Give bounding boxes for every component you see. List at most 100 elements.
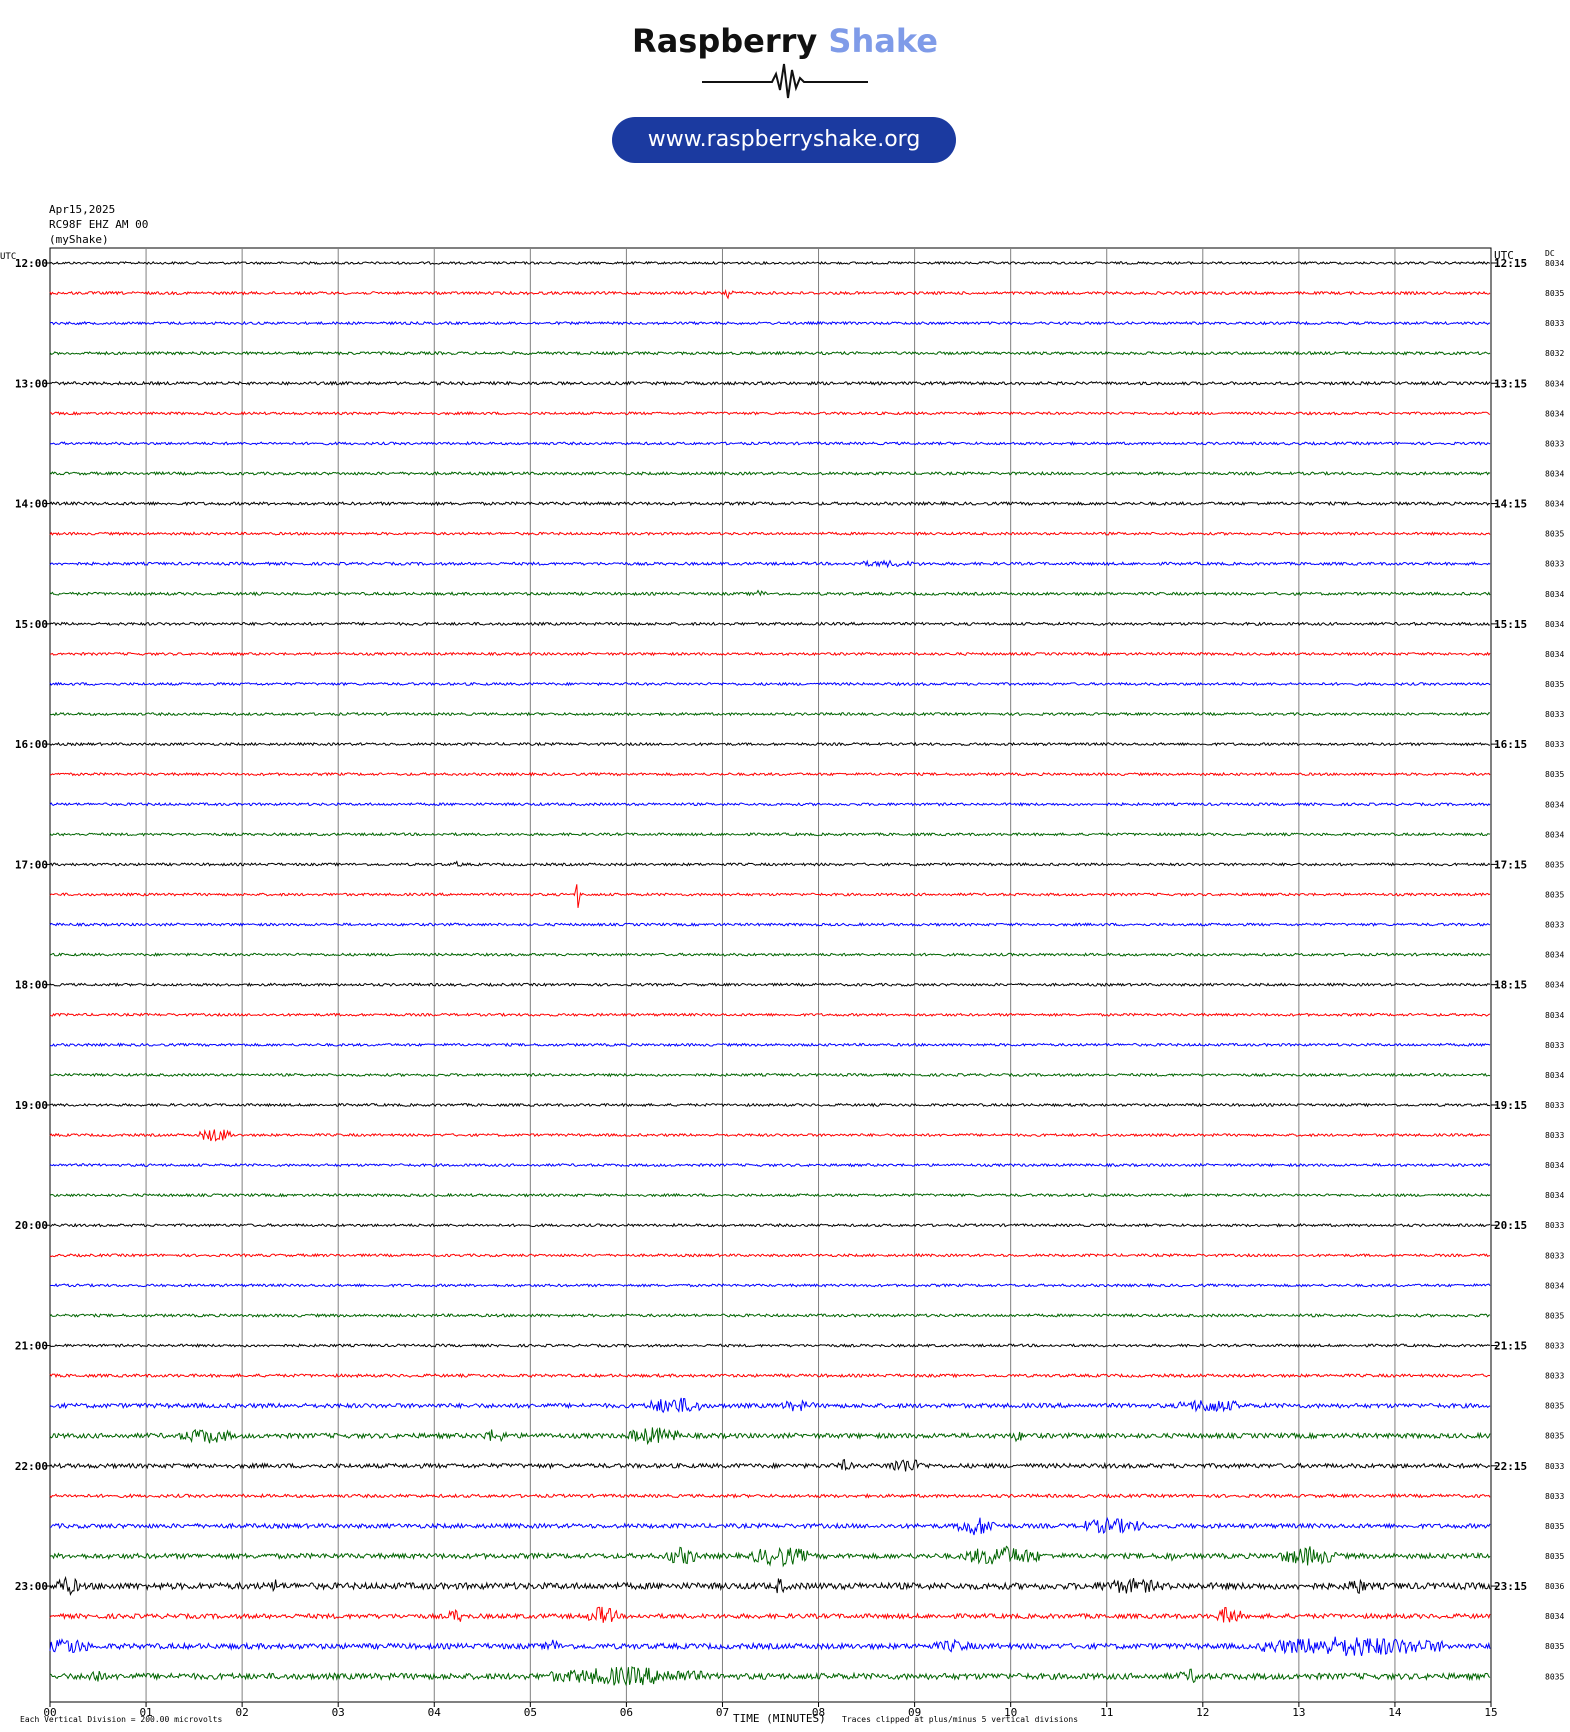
dc-value-label: 8034 [1545, 590, 1564, 599]
trace-10 [49, 559, 1491, 569]
clip-note: Traces clipped at plus/minus 5 vertical … [842, 1715, 1078, 1724]
website-link[interactable]: www.raspberryshake.org [612, 117, 956, 163]
dc-value-label: 8034 [1545, 981, 1564, 990]
trace-27 [49, 1072, 1491, 1078]
right-hour-label: 19:15 [1494, 1099, 1527, 1112]
dc-value-label: 8034 [1545, 409, 1564, 418]
trace-38 [49, 1397, 1491, 1414]
trace-6 [49, 440, 1491, 446]
dc-value-label: 8034 [1545, 830, 1564, 839]
trace-23 [49, 952, 1491, 957]
trace-11 [49, 589, 1491, 597]
trace-16 [49, 741, 1491, 747]
division-note: Each Vertical Division = 200.00 microvol… [20, 1715, 222, 1724]
trace-47 [49, 1665, 1491, 1687]
trace-33 [49, 1252, 1491, 1258]
dc-value-label: 8033 [1545, 1041, 1564, 1050]
dc-value-label: 8035 [1545, 1432, 1564, 1441]
right-hour-label: 23:15 [1494, 1580, 1527, 1593]
right-utc-label: UTC [1494, 249, 1514, 262]
left-hour-label: 23:00 [15, 1580, 48, 1593]
dc-value-label: 8033 [1545, 1372, 1564, 1381]
trace-13 [49, 651, 1491, 657]
dc-value-label: 8033 [1545, 439, 1564, 448]
trace-1 [49, 288, 1491, 300]
trace-28 [49, 1102, 1491, 1108]
right-hour-label: 22:15 [1494, 1460, 1527, 1473]
trace-20 [49, 860, 1491, 867]
left-hour-label: 12:00 [15, 257, 48, 270]
dc-value-label: 8033 [1545, 1342, 1564, 1351]
trace-35 [49, 1313, 1491, 1318]
dc-header-label: DC [1545, 249, 1555, 258]
dc-value-label: 8034 [1545, 259, 1564, 268]
right-hour-label: 20:15 [1494, 1219, 1527, 1232]
trace-21 [49, 884, 1491, 908]
x-tick-label: 07 [716, 1706, 729, 1719]
trace-37 [49, 1372, 1491, 1379]
dc-value-label: 8033 [1545, 560, 1564, 569]
x-tick-label: 02 [236, 1706, 249, 1719]
dc-value-label: 8033 [1545, 921, 1564, 930]
dc-value-label: 8034 [1545, 1071, 1564, 1080]
trace-3 [49, 350, 1491, 356]
left-hour-label: 17:00 [15, 858, 48, 871]
trace-42 [49, 1516, 1491, 1536]
trace-4 [49, 380, 1491, 386]
x-tick-label: 12 [1196, 1706, 1209, 1719]
trace-5 [49, 410, 1491, 416]
x-tick-label: 00 [43, 1706, 56, 1719]
right-hour-label: 17:15 [1494, 858, 1527, 871]
trace-22 [49, 922, 1491, 927]
trace-7 [49, 470, 1491, 476]
trace-44 [49, 1575, 1491, 1597]
left-time-labels: 12:00 13:00 14:00 15:00 16:00 17:00 18:00 19:00… [15, 257, 50, 1593]
dc-value-label: 8033 [1545, 1221, 1564, 1230]
minute-gridlines [145, 248, 1396, 1702]
trace-2 [49, 320, 1491, 326]
trace-32 [49, 1222, 1491, 1228]
trace-34 [49, 1282, 1491, 1288]
x-tick-label: 10 [1004, 1706, 1017, 1719]
right-hour-label: 12:15 [1494, 257, 1527, 270]
trace-40 [49, 1458, 1491, 1472]
trace-43 [49, 1545, 1491, 1568]
dc-value-label: 8035 [1545, 770, 1564, 779]
trace-8 [49, 500, 1491, 507]
trace-17 [49, 771, 1491, 777]
trace-29 [49, 1128, 1491, 1142]
left-hour-label: 21:00 [15, 1340, 48, 1353]
x-tick-label: 09 [908, 1706, 921, 1719]
dc-offset-labels: 8034 8035 8033 8032 8034 8034 8033 8034 8034 8035… [1545, 259, 1564, 1681]
trace-24 [49, 982, 1490, 988]
x-tick-label: 11 [1100, 1706, 1113, 1719]
trace-31 [49, 1192, 1491, 1198]
dc-value-label: 8034 [1545, 620, 1564, 629]
left-utc-label: UTC [0, 252, 16, 262]
dc-value-label: 8035 [1545, 1311, 1564, 1320]
trace-25 [49, 1012, 1491, 1018]
x-tick-label: 13 [1292, 1706, 1305, 1719]
dc-value-label: 8034 [1545, 800, 1564, 809]
trace-0 [49, 260, 1491, 266]
dc-value-label: 8033 [1545, 1462, 1564, 1471]
right-hour-label: 13:15 [1494, 377, 1527, 390]
dc-value-label: 8034 [1545, 1281, 1564, 1290]
trace-9 [49, 531, 1491, 537]
dc-value-label: 8033 [1545, 1131, 1564, 1140]
dc-value-label: 8034 [1545, 1161, 1564, 1170]
station-id: RC98F EHZ AM 00 [49, 218, 149, 231]
x-tick-label: 04 [428, 1706, 442, 1719]
left-hour-label: 18:00 [15, 979, 48, 992]
left-hour-label: 14:00 [15, 498, 48, 511]
left-hour-label: 20:00 [15, 1219, 48, 1232]
trace-26 [49, 1042, 1491, 1048]
x-axis-ticks: 00 01 02 03 04 05 06 07 08 09 10 11 12 13 14 15 [43, 1702, 1498, 1719]
x-tick-label: 14 [1388, 1706, 1402, 1719]
dc-value-label: 8034 [1545, 379, 1564, 388]
trace-19 [49, 832, 1491, 837]
right-hour-label: 16:15 [1494, 738, 1527, 751]
left-hour-label: 13:00 [15, 377, 48, 390]
dc-value-label: 8035 [1545, 860, 1564, 869]
x-tick-label: 06 [620, 1706, 633, 1719]
